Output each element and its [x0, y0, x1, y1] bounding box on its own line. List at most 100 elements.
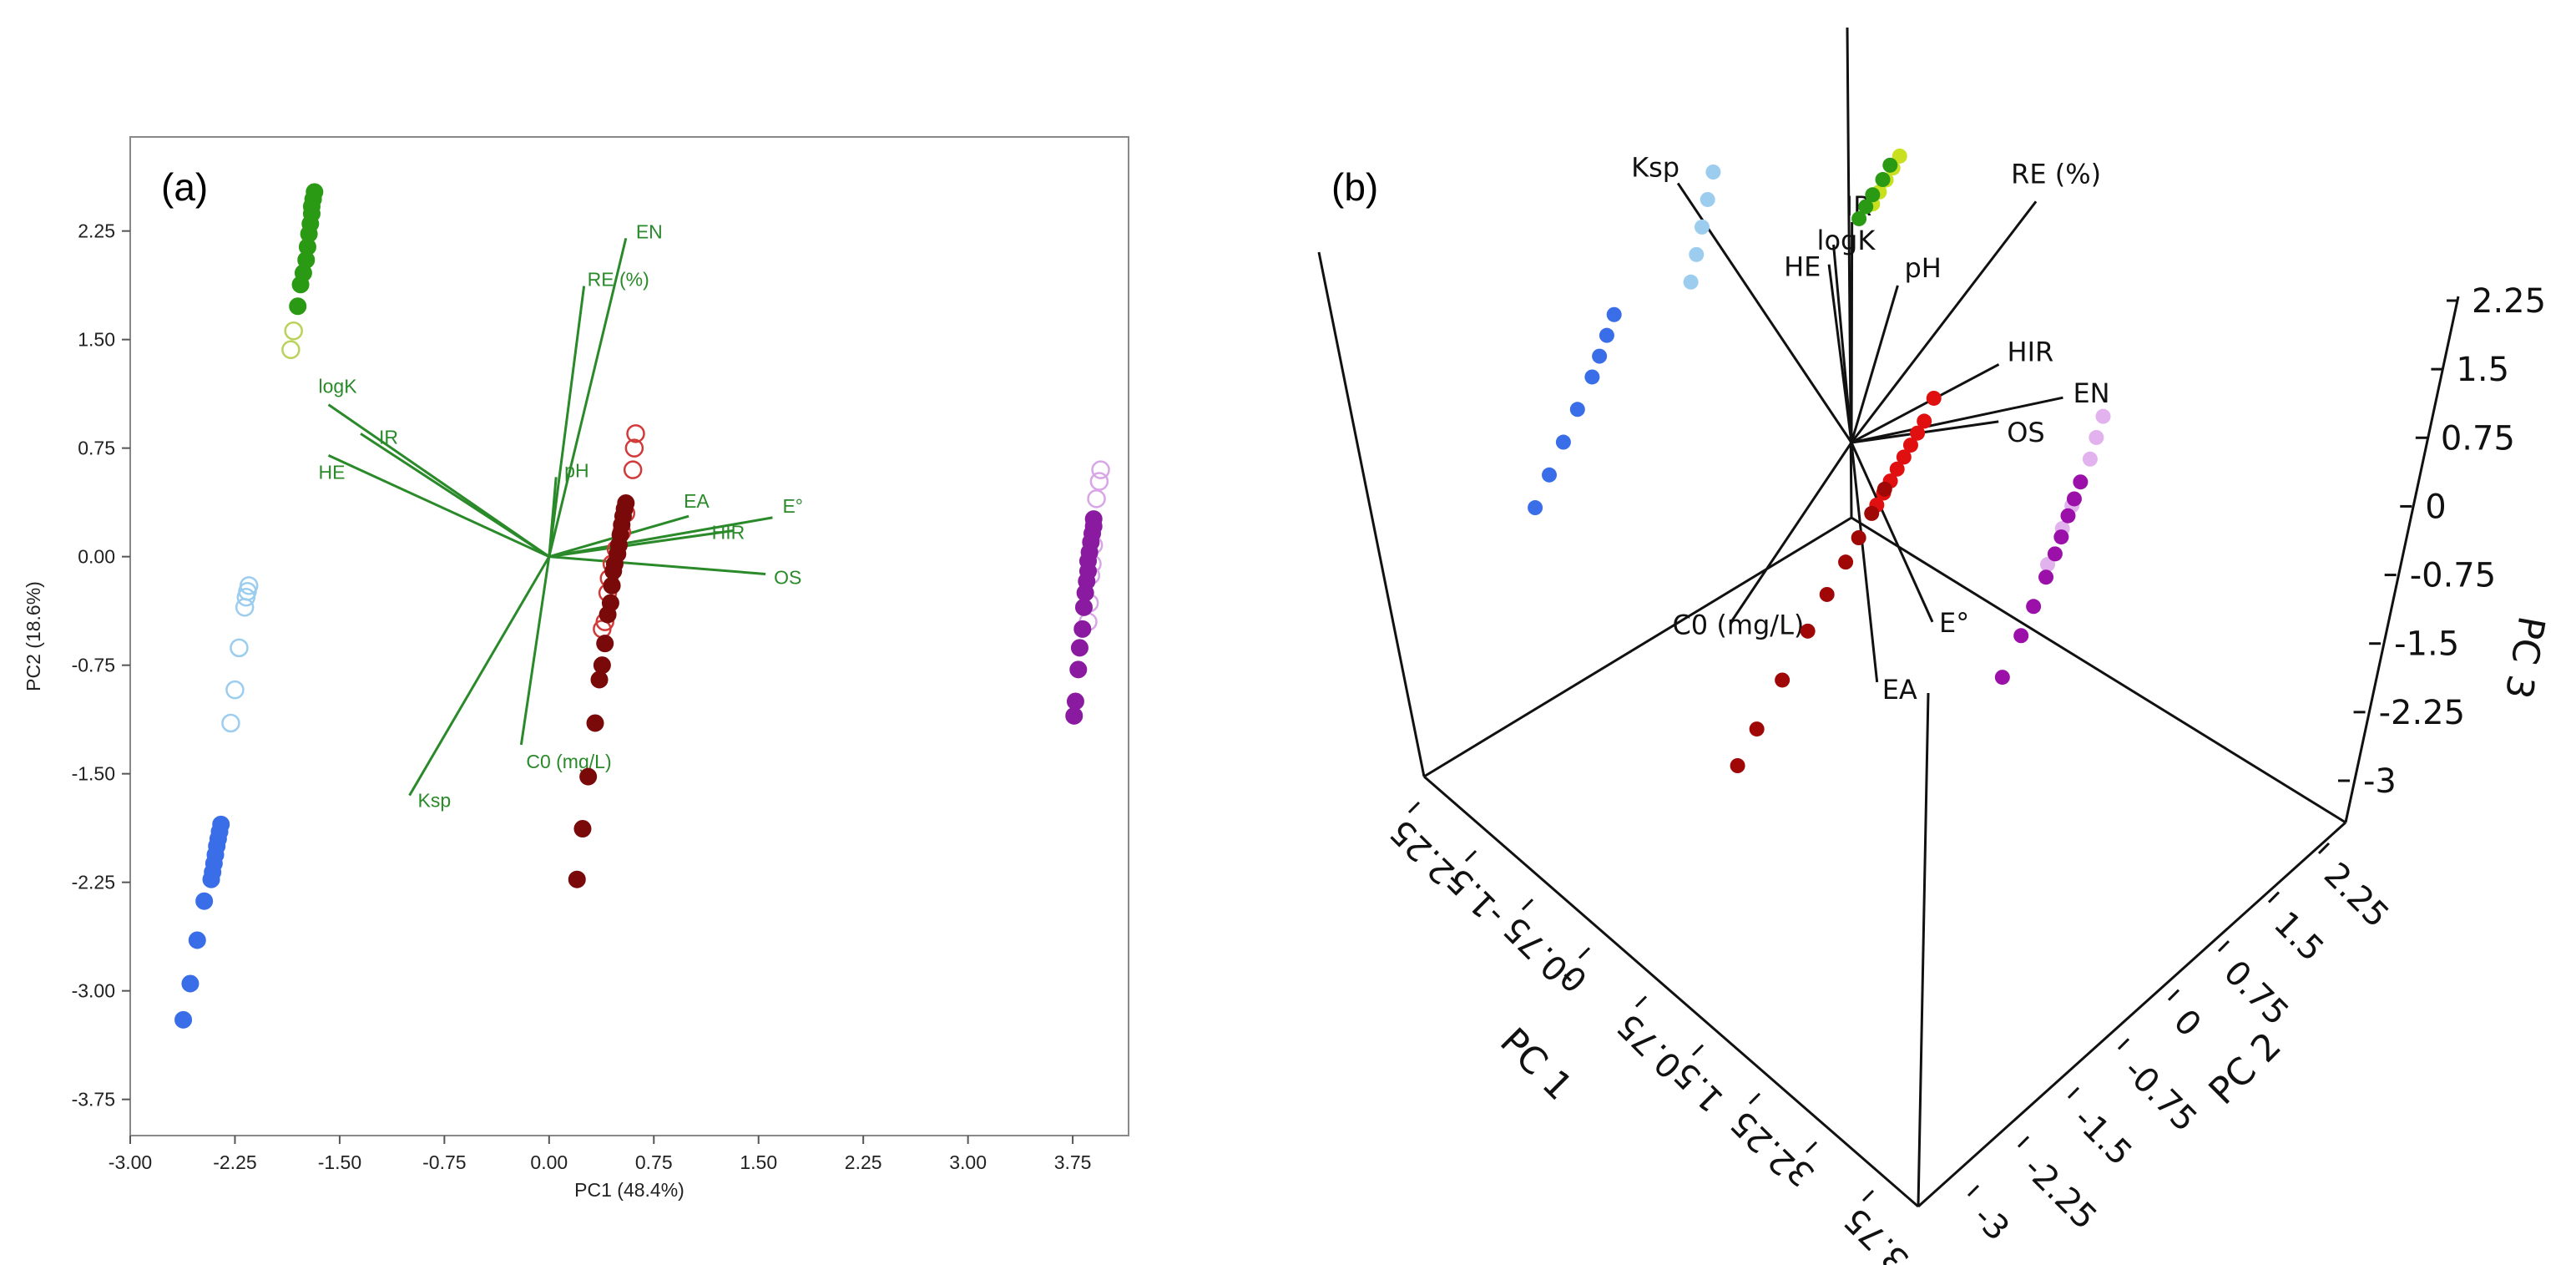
score-point-green-open: [281, 340, 301, 360]
pc2-tick-mark: [2317, 842, 2331, 855]
score-point-3d-darkred: [1775, 672, 1791, 688]
score-point-lightblue-open: [230, 638, 249, 658]
score-point-green: [289, 297, 307, 316]
pc3-tick-label: 0.75: [2441, 419, 2515, 458]
score-point-3d-purple: [2053, 529, 2069, 545]
pc1-tick-mark: [1805, 1141, 1818, 1153]
score-point-3d-purple: [1994, 670, 2010, 686]
score-point-3d-blue: [1584, 369, 1600, 385]
pc1-tick-mark: [1748, 1092, 1761, 1105]
loading-label: RE (%): [588, 269, 649, 291]
score-point-blue: [181, 974, 200, 993]
score-point-purple-open: [1089, 472, 1109, 491]
score-point-lightblue-open: [225, 680, 245, 700]
loading-label-3d: RE (%): [2011, 158, 2101, 190]
y-tick-label: 0.75: [78, 438, 115, 459]
score-point-3d-purple: [2038, 569, 2054, 585]
x-tick-label: -2.25: [213, 1151, 256, 1173]
score-point-red-dark: [590, 670, 609, 689]
pc3-tick-label: -0.75: [2410, 557, 2497, 595]
score-point-blue: [174, 1010, 193, 1029]
loading-label: C0 (mg/L): [526, 751, 611, 772]
loading-label-3d: OS: [2007, 417, 2045, 448]
score-point-3d-green: [1882, 157, 1898, 173]
loading-vector: [548, 237, 628, 558]
score-point-3d-darkred: [1864, 505, 1880, 521]
score-point-red-open: [626, 424, 645, 443]
score-point-lightblue-open: [235, 598, 255, 617]
pc2-tick-mark: [2267, 891, 2281, 903]
loading-label: logK: [319, 376, 358, 397]
loading-label-3d: EA: [1882, 674, 1917, 706]
score-point-purple-open: [1091, 460, 1110, 479]
score-point-red-dark: [599, 605, 617, 624]
x-tick-label: 1.50: [740, 1151, 777, 1173]
score-point-purple: [1069, 660, 1088, 679]
score-point-3d-blue: [1528, 500, 1543, 516]
score-point-purple: [1073, 620, 1092, 638]
loading-label-3d: pH: [1904, 252, 1941, 284]
score-point-3d-red: [1889, 461, 1905, 477]
x-tick-label: 3.00: [949, 1151, 987, 1173]
pc3-tick-label: -2.25: [2379, 694, 2466, 732]
y-tick-label: 1.50: [78, 329, 115, 351]
panel-b-pc2-ticks: 2.251.50.750 -0.75-1.5-2.25-3: [1966, 842, 2396, 1248]
pc3-tick-label: 1.5: [2456, 351, 2509, 389]
score-point-3d-lightpurple: [2089, 429, 2104, 445]
score-point-3d-purple: [2047, 546, 2063, 562]
pc1-tick-mark: [1407, 801, 1421, 814]
score-point-3d-lightblue: [1705, 164, 1721, 180]
loading-label-3d: HIR: [2008, 336, 2054, 367]
loading-vector-3d: [1850, 442, 1879, 683]
y-tick-label: -3.00: [72, 980, 115, 1002]
pc2-tick-mark: [2117, 1038, 2130, 1050]
loading-vector-3d: [1851, 363, 2000, 444]
pc2-tick-label: -0.75: [2116, 1051, 2205, 1140]
loading-vector: [548, 529, 734, 559]
pc1-tick-mark: [1578, 947, 1591, 959]
panel-a-label: (a): [161, 165, 208, 209]
score-point-3d-darkred: [1851, 530, 1866, 546]
score-point-3d-blue: [1592, 348, 1608, 364]
loading-vector-3d: [1850, 221, 1854, 443]
loading-vector: [548, 477, 558, 557]
score-point-3d-green: [1865, 187, 1881, 203]
loading-label: HE: [319, 461, 346, 483]
score-point-green-open: [284, 321, 303, 341]
panel-b-label: (b): [1331, 165, 1378, 209]
score-point-3d-lightblue: [1689, 246, 1705, 262]
pc2-tick-mark: [2167, 989, 2180, 1001]
x-tick-label: 2.25: [845, 1151, 882, 1173]
score-point-red-dark: [568, 870, 586, 888]
panel-b-pc2-axis-label: PC 2: [2201, 1025, 2290, 1113]
loading-label: IR: [379, 426, 398, 448]
panel-b-pc3-axis-label: PC 3: [2497, 613, 2553, 702]
score-point-3d-lightpurple: [2082, 451, 2098, 467]
x-tick-label: 3.75: [1054, 1151, 1092, 1173]
score-point-3d-red: [1917, 413, 1932, 429]
y-tick-label: -0.75: [72, 655, 115, 676]
score-point-green: [291, 276, 310, 294]
score-point-3d-purple: [2013, 628, 2029, 644]
score-point-purple: [1065, 706, 1083, 725]
score-point-purple-open: [1087, 489, 1106, 509]
pc1-tick-mark: [1521, 898, 1534, 911]
pc1-tick-label: 3.75: [1837, 1200, 1917, 1265]
score-point-3d-darkred: [1749, 721, 1765, 737]
frame-right-vertical-edge: [2344, 296, 2460, 823]
x-tick-label: 0.00: [530, 1151, 568, 1173]
pc3-tick-label: -3: [2363, 762, 2397, 801]
score-point-3d-purple: [2026, 599, 2042, 615]
score-point-3d-purple: [2073, 474, 2089, 490]
score-point-blue: [202, 870, 220, 888]
panel-a-x-axis-label: PC1 (48.4%): [574, 1179, 684, 1201]
panel-b-loading-vectors: RE (%)KspIRlogKHEpHHIRENOSC0 (mg/L)E°EA: [1631, 151, 2109, 705]
panel-b-pc3-ticks: 2.25 1.5 0.75 0 -0.75 -1.5 -2.25 -3: [2338, 282, 2546, 801]
loading-label-3d: E°: [1939, 607, 1969, 639]
panel-a-loading-vectors: EN RE (%) logK IR HE pH EA E° HIR OS C0 (mg/L) Ksp: [319, 220, 803, 811]
panel-a-y-axis-label: PC2 (18.6%): [23, 581, 44, 691]
score-point-3d-blue: [1569, 402, 1585, 417]
pc3-tick-label: 0: [2425, 488, 2446, 526]
score-point-3d-lightpurple: [2095, 408, 2111, 424]
loading-vector-3d: [1730, 442, 1853, 624]
